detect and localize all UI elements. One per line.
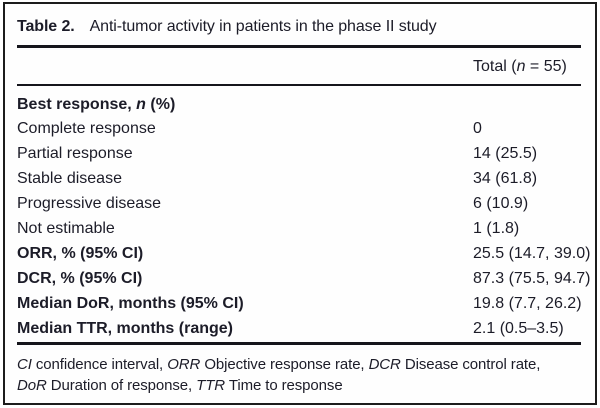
row-label: Not estimable <box>17 217 115 242</box>
row-label: Stable disease <box>17 167 122 192</box>
text-run: Not estimable <box>17 219 115 237</box>
row-value: 19.8 (7.7, 26.2) <box>473 294 582 312</box>
table-row: Stable disease 34 (61.8) <box>17 167 581 192</box>
row-value: 34 (61.8) <box>473 170 538 188</box>
table-label: Table 2. <box>17 18 75 35</box>
text-run: Median TTR, months (range) <box>17 319 233 337</box>
table-row: Not estimable 1 (1.8) <box>17 217 581 242</box>
table-row: DCR, % (95% CI) 87.3 (75.5, 94.7) <box>17 267 590 292</box>
rule-below-header <box>17 84 581 86</box>
row-value: 0 <box>473 120 482 138</box>
rule-top <box>17 45 581 48</box>
rule-bottom <box>17 341 581 345</box>
text-run: = 55) <box>525 58 567 75</box>
column-header-row: Total (n = 55) <box>17 48 581 84</box>
text-run: DCR <box>368 355 401 373</box>
row-label: DCR, % (95% CI) <box>17 267 142 292</box>
text-run: (%) <box>145 95 176 113</box>
table-row: Median TTR, months (range) 2.1 (0.5–3.5) <box>17 317 581 342</box>
table-row: ORR, % (95% CI) 25.5 (14.7, 39.0) <box>17 242 590 267</box>
table-row: Progressive disease 6 (10.9) <box>17 192 581 217</box>
row-value: 2.1 (0.5–3.5) <box>473 319 564 337</box>
row-value: 25.5 (14.7, 39.0) <box>473 244 591 262</box>
row-label: ORR, % (95% CI) <box>17 242 143 267</box>
row-label: Best response, n (%) <box>17 93 175 118</box>
text-run: Duration of response, <box>46 377 197 394</box>
text-run: CI <box>17 355 32 373</box>
row-value: 14 (25.5) <box>473 145 538 163</box>
text-run: Best response, <box>17 95 137 113</box>
row-value: 6 (10.9) <box>473 195 529 213</box>
column-header-total: Total (n = 55) <box>473 48 567 86</box>
footnote-line: DoR Duration of response, TTR Time to re… <box>17 375 581 397</box>
row-value: 1 (1.8) <box>473 219 520 237</box>
text-run: Time to response <box>225 377 343 394</box>
table-row: Best response, n (%) <box>17 93 581 118</box>
row-label: Median DoR, months (95% CI) <box>17 292 244 317</box>
text-run: Disease control rate, <box>400 355 541 373</box>
text-run: Stable disease <box>17 170 122 188</box>
text-run: ORR, % (95% CI) <box>17 244 144 262</box>
text-run: Complete response <box>17 120 156 138</box>
text-run: DCR, % (95% CI) <box>17 269 143 287</box>
table-row: Median DoR, months (95% CI) 19.8 (7.7, 26… <box>17 292 582 317</box>
footnote-line: CI confidence interval, ORR Objective re… <box>17 354 581 376</box>
text-run: confidence interval, <box>31 355 168 373</box>
table-footnote: CI confidence interval, ORR Objective re… <box>17 345 581 397</box>
table-body: Best response, n (%) Complete response 0 Pa… <box>17 86 590 342</box>
table-row: Complete response 0 <box>17 117 581 142</box>
row-label: Complete response <box>17 117 156 142</box>
text-run: n <box>136 95 146 113</box>
row-label: Partial response <box>17 142 133 167</box>
text-run: n <box>516 58 526 75</box>
text-run: Median DoR, months (95% CI) <box>17 294 244 312</box>
row-label: Progressive disease <box>17 192 161 217</box>
text-run: TTR <box>196 377 226 394</box>
text-run: Objective response rate, <box>200 355 369 373</box>
row-value: 87.3 (75.5, 94.7) <box>473 269 591 287</box>
table-caption: Anti-tumor activity in patients in the p… <box>89 18 437 35</box>
text-run: DoR <box>17 377 47 394</box>
table-title: Table 2. Anti-tumor activity in patients … <box>17 4 581 45</box>
text-run: ORR <box>167 355 201 373</box>
text-run: Partial response <box>17 145 133 163</box>
row-label: Median TTR, months (range) <box>17 317 233 342</box>
text-run: Total ( <box>473 58 517 75</box>
table-row: Partial response 14 (25.5) <box>17 142 581 167</box>
table-2-panel: Table 2. Anti-tumor activity in patients … <box>3 2 597 405</box>
text-run: Progressive disease <box>17 195 162 213</box>
